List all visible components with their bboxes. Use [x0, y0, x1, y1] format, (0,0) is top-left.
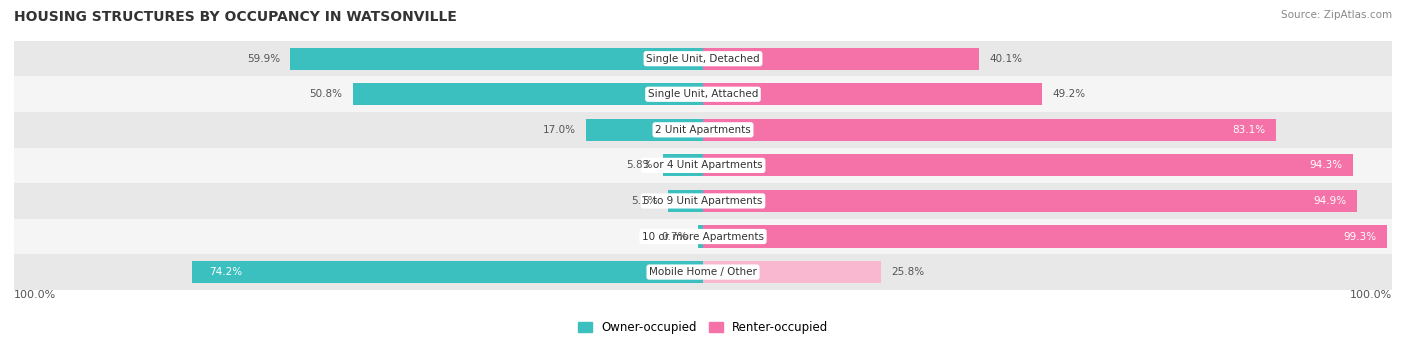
Text: 100.0%: 100.0% — [1350, 290, 1392, 300]
Text: 74.2%: 74.2% — [209, 267, 242, 277]
Bar — [703, 261, 880, 283]
Bar — [14, 76, 1392, 112]
Text: Single Unit, Attached: Single Unit, Attached — [648, 89, 758, 99]
Bar — [586, 119, 703, 141]
Text: 3 or 4 Unit Apartments: 3 or 4 Unit Apartments — [643, 160, 763, 170]
Text: 5.8%: 5.8% — [626, 160, 652, 170]
Bar — [14, 254, 1392, 290]
Text: 2 Unit Apartments: 2 Unit Apartments — [655, 125, 751, 135]
Text: 5.1%: 5.1% — [631, 196, 658, 206]
Text: Single Unit, Detached: Single Unit, Detached — [647, 54, 759, 64]
Text: 94.9%: 94.9% — [1313, 196, 1347, 206]
Text: 99.3%: 99.3% — [1344, 232, 1376, 241]
Bar — [703, 154, 1353, 176]
Bar — [703, 225, 1388, 248]
Legend: Owner-occupied, Renter-occupied: Owner-occupied, Renter-occupied — [572, 316, 834, 339]
Bar — [353, 83, 703, 105]
Bar — [703, 83, 1042, 105]
Bar — [14, 148, 1392, 183]
Text: 17.0%: 17.0% — [543, 125, 575, 135]
Text: 94.3%: 94.3% — [1309, 160, 1343, 170]
Bar — [664, 154, 703, 176]
Bar — [703, 48, 979, 70]
Text: 0.7%: 0.7% — [661, 232, 688, 241]
Text: 5 to 9 Unit Apartments: 5 to 9 Unit Apartments — [644, 196, 762, 206]
Bar — [290, 48, 703, 70]
Bar — [14, 183, 1392, 219]
Text: 25.8%: 25.8% — [891, 267, 924, 277]
Bar — [14, 112, 1392, 148]
Bar — [14, 219, 1392, 254]
Bar — [703, 119, 1275, 141]
Text: 50.8%: 50.8% — [309, 89, 343, 99]
Text: Source: ZipAtlas.com: Source: ZipAtlas.com — [1281, 10, 1392, 20]
Text: 100.0%: 100.0% — [14, 290, 56, 300]
Bar — [668, 190, 703, 212]
Text: 83.1%: 83.1% — [1232, 125, 1265, 135]
Bar — [703, 190, 1357, 212]
Text: 59.9%: 59.9% — [247, 54, 280, 64]
Text: 40.1%: 40.1% — [990, 54, 1022, 64]
Bar — [14, 41, 1392, 76]
Bar — [699, 225, 703, 248]
Text: 10 or more Apartments: 10 or more Apartments — [643, 232, 763, 241]
Text: HOUSING STRUCTURES BY OCCUPANCY IN WATSONVILLE: HOUSING STRUCTURES BY OCCUPANCY IN WATSO… — [14, 10, 457, 24]
Text: 49.2%: 49.2% — [1052, 89, 1085, 99]
Text: Mobile Home / Other: Mobile Home / Other — [650, 267, 756, 277]
Bar — [191, 261, 703, 283]
